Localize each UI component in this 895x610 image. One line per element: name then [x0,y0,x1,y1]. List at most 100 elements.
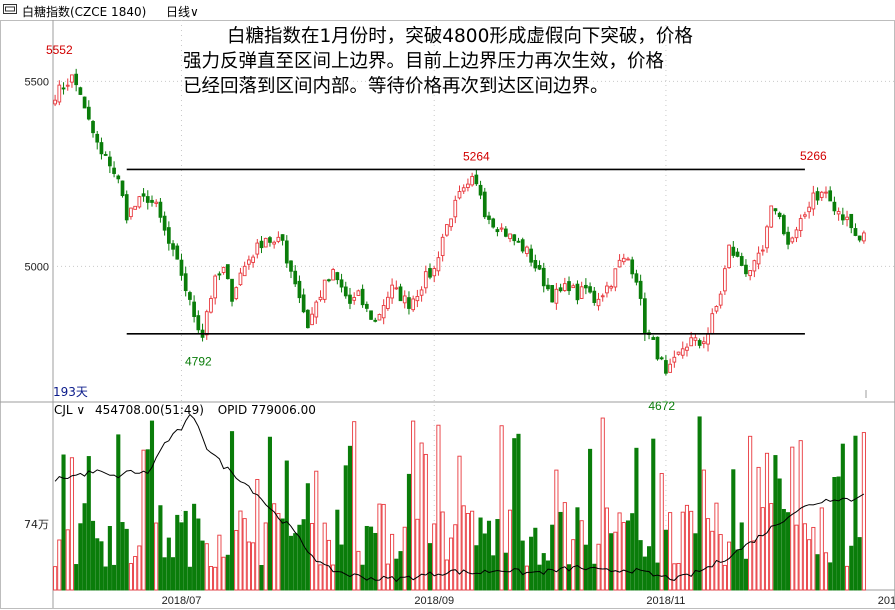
x-tick-label: 2018/11 [646,595,685,607]
candle-body [331,269,335,281]
candle-body [322,279,327,300]
candle-body [108,156,112,167]
volume-bar [566,564,572,591]
candle-body [815,191,820,201]
candle-body [61,87,66,90]
volume-bar [499,425,504,591]
volume-bar [583,544,588,591]
volume-bar [840,443,845,591]
volume-bar [436,424,441,591]
volume-bar [120,522,125,591]
indicator-selector[interactable]: CJL ∨ [54,403,85,417]
candle-body [411,298,416,311]
volume-bar [773,455,778,591]
x-tick-label: 2018/07 [162,595,202,607]
period-label: 日线 [166,5,191,19]
volume-bar [284,460,289,591]
volume-bar [347,445,353,591]
volume-bar [764,452,770,591]
volume-bar [777,478,782,591]
candle-body [263,237,268,248]
volume-bar [579,520,584,591]
candle-body [554,288,559,304]
candle-body [356,290,361,296]
volume-bar [112,564,117,591]
period-selector[interactable]: 日线∨ [166,3,199,20]
volume-bar [432,523,437,591]
candle-body [188,292,192,300]
volume-bar [385,563,390,591]
candle-body [91,121,95,134]
candle-body [133,205,137,210]
volume-bar [204,543,209,591]
candle-body [659,357,664,360]
volume-bar [419,442,424,591]
volume-bar [444,559,449,591]
candle-body [807,206,811,213]
candle-body [803,214,807,217]
volume-bar [103,566,108,591]
volume-bar [672,563,677,591]
candle-body [836,211,841,215]
volume-bar [69,457,75,591]
volume-bar [335,509,340,591]
candle-body [575,283,580,301]
candle-body [760,249,765,252]
volume-bar [596,543,601,591]
candle-body [701,341,706,345]
candle-body [339,279,344,288]
volume-bar [297,524,302,591]
candle-body [491,218,496,228]
volume-bar [600,417,605,591]
candle-body [301,294,306,313]
candle-body [103,153,108,156]
candle-body [798,218,803,231]
volume-bar [53,566,58,591]
candle-body [306,309,310,329]
candle-body [533,260,538,269]
candle-body [634,273,639,283]
candle-body [276,236,281,242]
volume-bar [529,536,534,591]
volume-bar [832,477,837,591]
chart-area[interactable]: 550050002018/072018/092018/112019/012019… [0,20,895,610]
candle-body [613,268,618,288]
volume-bar [449,537,454,591]
volume-bar [592,563,597,591]
candle-body [588,286,592,293]
volume-bar [276,513,281,591]
y-tick-label: 5000 [25,261,49,273]
candle-body [116,175,121,180]
volume-bar [356,550,361,591]
volume-bar [625,520,631,591]
volume-bar [743,558,748,591]
candle-body [857,235,862,241]
candle-body [503,228,508,237]
volume-bar [798,440,803,591]
candle-body [175,245,180,260]
candle-body [626,258,630,261]
volume-bar [415,518,420,591]
candle-body [436,257,441,272]
candle-body [840,214,845,221]
candle-body [693,337,698,341]
volume-bar [251,542,256,591]
volume-bar [482,533,487,591]
volume-bar [604,507,609,591]
volume-bar [537,564,542,591]
volume-bar [642,556,647,591]
candle-body [158,201,163,218]
volume-bar [781,508,786,591]
opid-line [54,413,865,583]
candle-body [718,293,723,306]
window-toggle-icon[interactable] [3,4,17,14]
candle-body [65,84,70,87]
candle-body [402,295,407,304]
volume-bar [516,433,521,591]
volume-bar [609,533,614,591]
candle-body [242,265,247,277]
candle-body [419,289,424,296]
candle-body [293,270,298,285]
candle-body [845,216,849,221]
volume-bar [183,510,188,591]
